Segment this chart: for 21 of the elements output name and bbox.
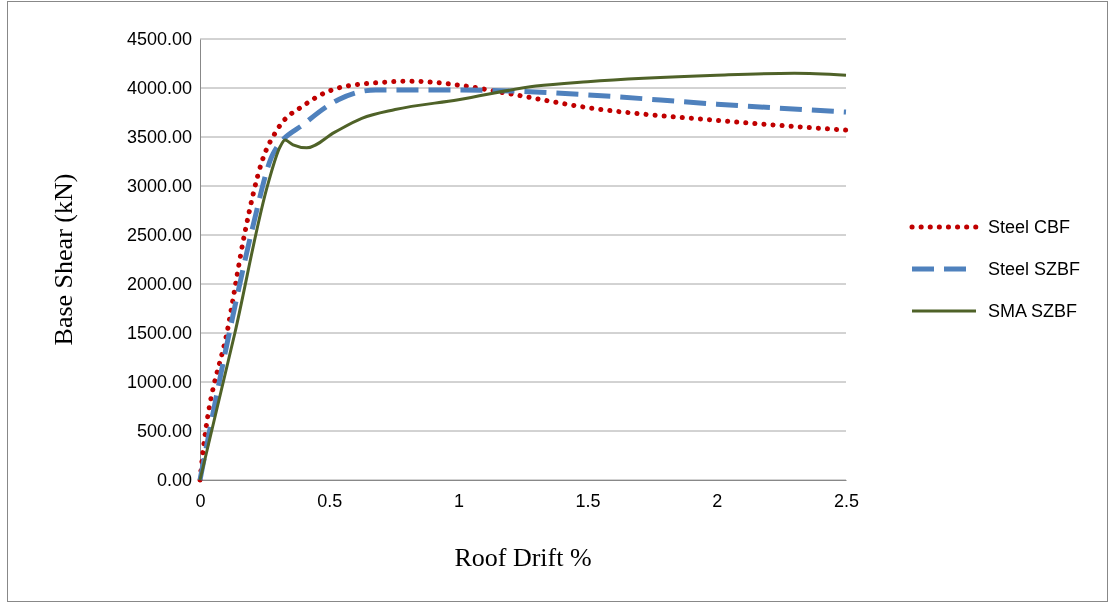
y-tick-label: 2500.00 [126,225,192,246]
y-tick-label: 4000.00 [126,78,192,99]
legend-label: SMA SZBF [988,301,1078,321]
y-tick-label: 3000.00 [126,176,192,197]
legend-label: Steel CBF [988,217,1071,237]
x-tick-label: 2 [712,490,723,511]
y-tick-label: 0.00 [156,470,192,491]
x-tick-label: 0.5 [317,490,343,511]
legend-label: Steel SZBF [988,259,1081,279]
x-tick-label: 0 [195,490,206,511]
x-axis-title: Roof Drift % [454,543,592,572]
y-axis-title: Base Shear (kN) [49,173,78,346]
x-tick-label: 2.5 [833,490,860,511]
y-tick-label: 500.00 [136,421,192,442]
y-tick-label: 1000.00 [126,372,192,393]
y-tick-label: 1500.00 [126,323,192,344]
y-tick-label: 4500.00 [126,29,192,50]
x-tick-label: 1.5 [575,490,601,511]
y-tick-label: 2000.00 [126,274,192,295]
y-tick-label: 3500.00 [126,127,192,148]
x-tick-label: 1 [453,490,464,511]
